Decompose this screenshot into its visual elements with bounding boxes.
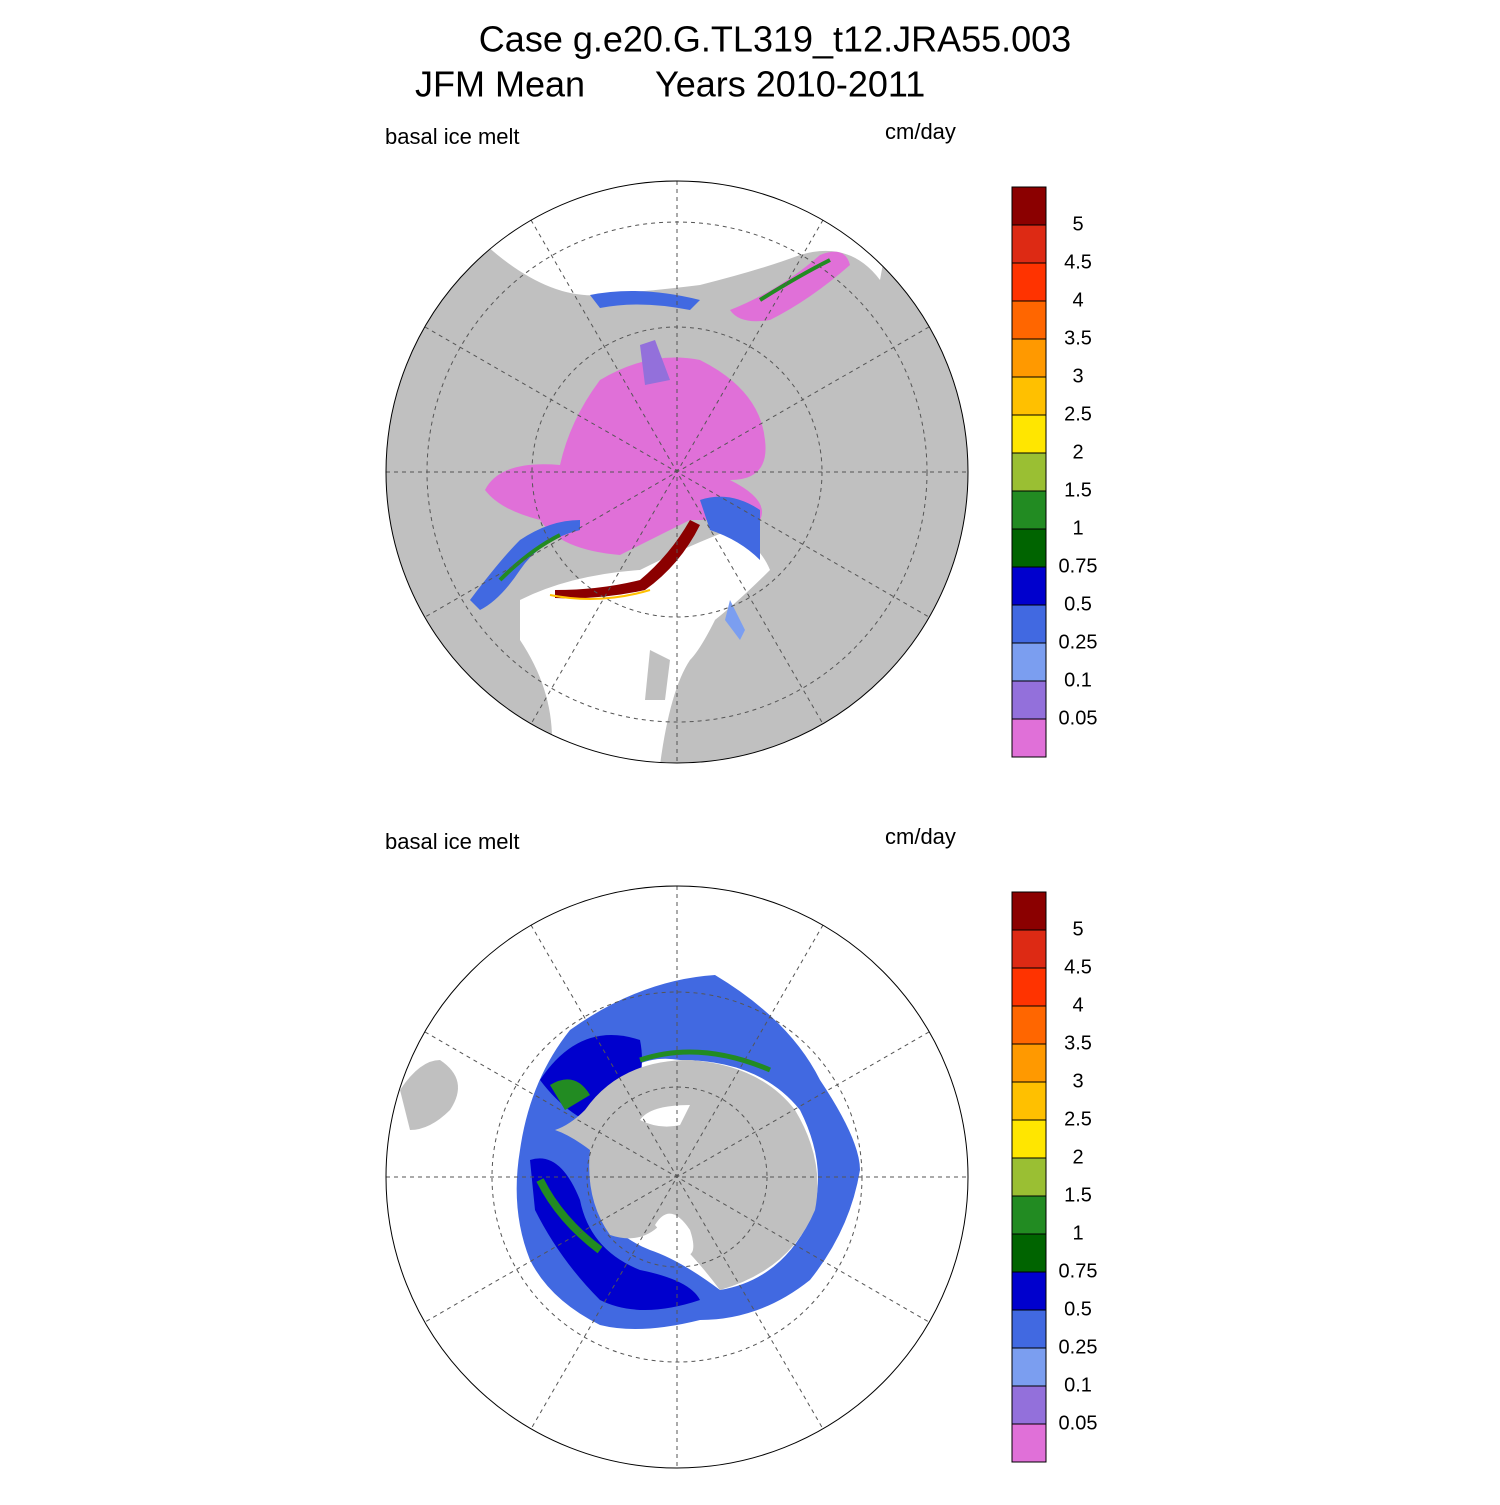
colorbar-box: [1011, 1271, 1047, 1311]
colorbar-box: [1011, 1043, 1047, 1083]
colorbar-label: 2.5: [1064, 403, 1092, 425]
colorbar-label: 0.25: [1059, 1336, 1098, 1358]
panel-label: basal ice melt: [385, 124, 520, 149]
colorbar-box: [1011, 604, 1047, 644]
colorbar-label: 1: [1072, 517, 1083, 539]
colorbar-box: [1011, 528, 1047, 568]
colorbar-box: [1011, 414, 1047, 454]
colorbar-box: [1011, 718, 1047, 758]
colorbar-box: [1011, 376, 1047, 416]
colorbar-label: 3: [1072, 1070, 1083, 1092]
colorbar-box: [1011, 1347, 1047, 1387]
colorbar-box: [1011, 1157, 1047, 1197]
colorbar-box: [1011, 1309, 1047, 1349]
colorbar-label: 2: [1072, 1146, 1083, 1168]
panel-units: cm/day: [885, 824, 956, 849]
colorbar-box: [1011, 338, 1047, 378]
colorbar-label: 0.75: [1059, 1260, 1098, 1282]
north-map: [386, 181, 968, 763]
colorbar-box: [1011, 224, 1047, 264]
south-map: [386, 886, 968, 1468]
colorbar-label: 1: [1072, 1222, 1083, 1244]
colorbar-label: 2: [1072, 441, 1083, 463]
colorbar-label: 0.5: [1064, 1298, 1092, 1320]
colorbar-label: 4.5: [1064, 251, 1092, 273]
colorbar-box: [1011, 929, 1047, 969]
colorbar-label: 1.5: [1064, 479, 1092, 501]
colorbar-box: [1011, 566, 1047, 606]
colorbar-box: [1011, 1081, 1047, 1121]
colorbar-box: [1011, 300, 1047, 340]
colorbar-box: [1011, 452, 1047, 492]
colorbar-label: 4.5: [1064, 956, 1092, 978]
colorbar-box: [1011, 891, 1047, 931]
colorbar-box: [1011, 1119, 1047, 1159]
colorbar-label: 0.75: [1059, 555, 1098, 577]
colorbar-label: 2.5: [1064, 1108, 1092, 1130]
map-border: [385, 885, 969, 1469]
subtitle-right: Years 2010-2011: [655, 64, 925, 105]
colorbar-box: [1011, 1423, 1047, 1463]
colorbar-label: 5: [1072, 213, 1083, 235]
colorbar-box: [1011, 490, 1047, 530]
colorbar-label: 3.5: [1064, 1032, 1092, 1054]
colorbar-label: 0.25: [1059, 631, 1098, 653]
colorbar-label: 1.5: [1064, 1184, 1092, 1206]
subtitle-left: JFM Mean: [415, 64, 585, 105]
colorbar-box: [1011, 262, 1047, 302]
colorbar-box: [1011, 1195, 1047, 1235]
colorbar-box: [1011, 1233, 1047, 1273]
colorbar-box: [1011, 186, 1047, 226]
colorbar-label: 3.5: [1064, 327, 1092, 349]
colorbar-label: 0.1: [1064, 669, 1092, 691]
colorbar-box: [1011, 967, 1047, 1007]
colorbar-box: [1011, 1005, 1047, 1045]
panel-units: cm/day: [885, 119, 956, 144]
map-border: [385, 180, 969, 764]
panel-label: basal ice melt: [385, 829, 520, 854]
colorbar-label: 0.5: [1064, 593, 1092, 615]
colorbar-label: 0.05: [1059, 1412, 1098, 1434]
colorbar-label: 4: [1072, 994, 1083, 1016]
colorbar-label: 5: [1072, 918, 1083, 940]
colorbar-box: [1011, 1385, 1047, 1425]
colorbar-label: 0.05: [1059, 707, 1098, 729]
title: Case g.e20.G.TL319_t12.JRA55.003: [479, 19, 1071, 60]
colorbar-label: 4: [1072, 289, 1083, 311]
colorbar-box: [1011, 680, 1047, 720]
colorbar-box: [1011, 642, 1047, 682]
colorbar-label: 3: [1072, 365, 1083, 387]
colorbar-label: 0.1: [1064, 1374, 1092, 1396]
